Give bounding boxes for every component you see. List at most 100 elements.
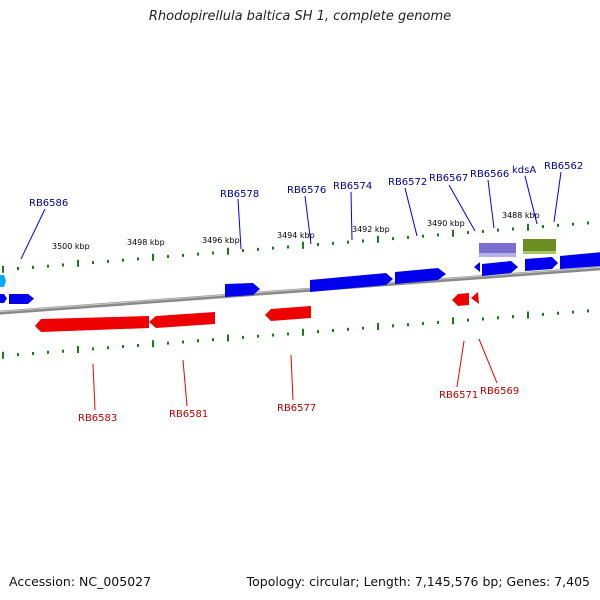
minor-tick [17,353,19,357]
minor-tick [362,326,364,330]
leader-line [448,184,476,232]
minor-tick [512,315,514,319]
gene-arrow-rb6562[interactable] [525,257,558,271]
scale-label: 3496 kbp [202,236,240,245]
major-tick [377,323,379,331]
minor-tick [437,320,439,324]
gene-arrow[interactable] [9,294,34,304]
minor-tick [482,317,484,321]
minor-tick [47,264,49,268]
gene-label-kdsa[interactable]: kdsA [512,165,536,176]
gene-label-rb6583[interactable]: RB6583 [78,413,117,424]
minor-tick [182,253,184,257]
gene-arrow-rb6574[interactable] [395,268,446,284]
gene-arrow-cyan[interactable] [0,275,6,287]
major-tick [227,247,229,255]
minor-tick [92,261,94,265]
minor-tick [497,228,499,232]
gene-box-purple[interactable] [479,243,516,253]
gene-arrow-rb6571[interactable] [452,293,469,306]
minor-tick [587,309,589,313]
leader-line [524,175,538,225]
minor-tick [587,221,589,225]
gene-arrow-rb6583[interactable] [35,316,149,332]
gene-label-rb6577[interactable]: RB6577 [277,403,316,414]
gene-arrow-rb6567[interactable] [474,262,480,272]
major-tick [77,346,79,354]
leader-line [304,195,312,245]
minor-tick [497,316,499,320]
gene-label-rb6569[interactable]: RB6569 [480,386,519,397]
minor-tick [557,311,559,315]
minor-tick [212,251,214,255]
minor-tick [362,239,364,243]
gene-box-purple-shadow [479,253,516,257]
gene-arrow-rb6577[interactable] [265,306,311,321]
minor-tick [347,327,349,331]
gene-label-rb6567[interactable]: RB6567 [429,173,468,184]
scale-label: 3498 kbp [127,238,165,247]
gene-arrow-rb6578[interactable] [225,283,260,297]
leader-line [487,179,495,229]
minor-tick [287,332,289,336]
gene-box-olive[interactable] [523,239,556,251]
minor-tick [47,350,49,354]
genome-summary-text: Topology: circular; Length: 7,145,576 bp… [246,574,590,589]
minor-tick [467,318,469,322]
gene-label-rb6574[interactable]: RB6574 [333,181,372,192]
gene-label-rb6572[interactable]: RB6572 [388,177,427,188]
reverse-gene-labels [92,338,498,411]
minor-tick [107,259,109,263]
minor-tick [257,247,259,251]
minor-tick [557,223,559,227]
major-tick [377,235,379,243]
minor-tick [62,349,64,353]
minor-tick [407,235,409,239]
minor-tick [422,322,424,326]
gene-label-rb6581[interactable]: RB6581 [169,409,208,420]
gene-arrow-rb6566[interactable] [482,261,518,276]
gene-label-rb6571[interactable]: RB6571 [439,390,478,401]
minor-tick [392,237,394,241]
gene-label-rb6586[interactable]: RB6586 [29,198,68,209]
major-tick [302,241,304,249]
forward-gene-labels [20,171,562,260]
leader-line [553,171,562,223]
leader-line [404,187,418,237]
gene-label-rb6576[interactable]: RB6576 [287,185,326,196]
scale-label: 3488 kbp [502,211,540,220]
minor-tick [317,243,319,247]
minor-tick [422,234,424,238]
leader-line [20,208,46,260]
minor-tick [512,227,514,231]
gene-arrow-rb6569[interactable] [471,292,479,304]
leader-line [456,340,465,388]
gene-arrow-rb6576[interactable] [310,273,393,292]
minor-tick [32,265,34,269]
minor-tick [92,347,94,351]
minor-tick [332,241,334,245]
leader-line [182,359,188,407]
gene-arrow[interactable] [560,252,600,269]
minor-tick [62,263,64,267]
minor-tick [167,255,169,259]
minor-tick [407,323,409,327]
gene-label-rb6578[interactable]: RB6578 [220,189,259,200]
minor-tick [317,330,319,334]
gene-arrow[interactable] [0,294,7,303]
minor-tick [137,257,139,261]
minor-tick [122,345,124,349]
minor-tick [482,229,484,233]
major-tick [152,253,154,261]
major-tick [77,259,79,267]
minor-tick [287,245,289,249]
gene-arrow-rb6581[interactable] [149,312,215,328]
minor-tick [182,340,184,344]
major-tick [302,328,304,336]
minor-tick [272,333,274,337]
gene-label-rb6566[interactable]: RB6566 [470,169,509,180]
minor-tick [437,233,439,237]
gene-label-rb6562[interactable]: RB6562 [544,161,583,172]
minor-tick [467,231,469,235]
genome-backbone-highlight [0,266,600,313]
